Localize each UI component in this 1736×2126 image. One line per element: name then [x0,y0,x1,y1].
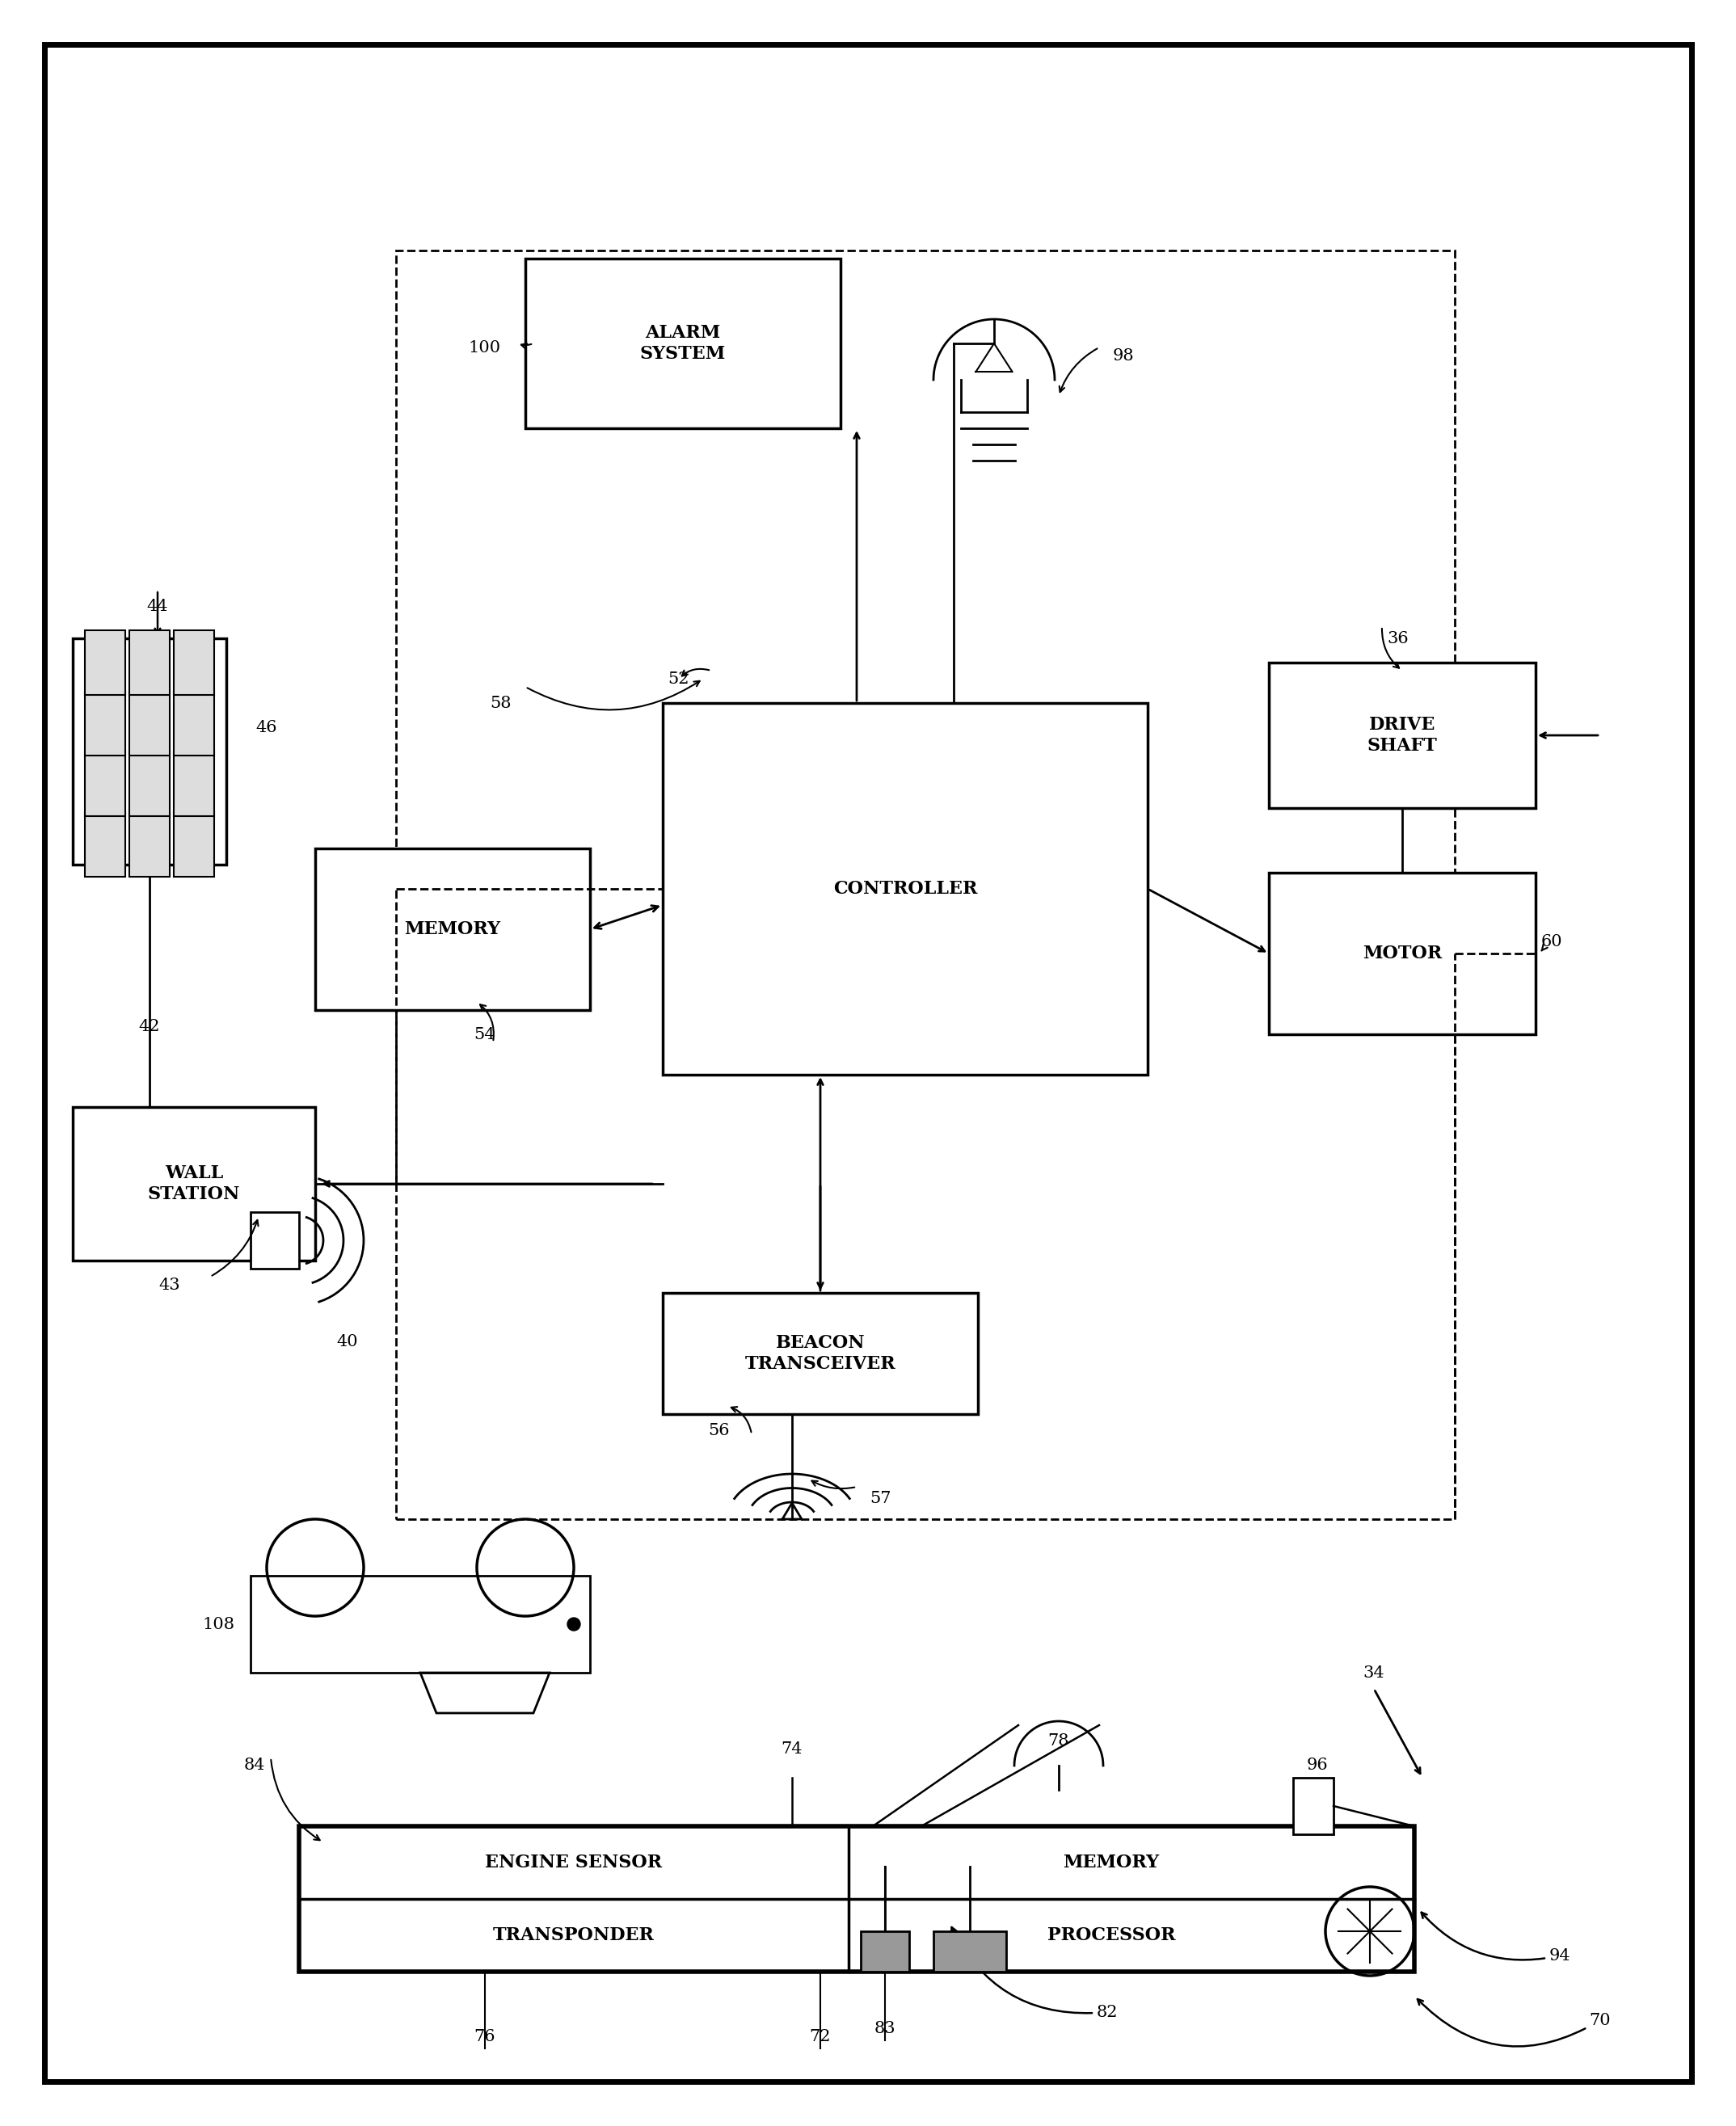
Text: WALL
STATION: WALL STATION [148,1165,240,1203]
Bar [128,629,170,695]
Bar [128,812,170,876]
Bar [1269,872,1536,1035]
Text: 83: 83 [875,2020,896,2037]
Text: 43: 43 [160,1278,181,1293]
Text: 96: 96 [1307,1758,1328,1773]
Text: MOTOR: MOTOR [1363,944,1443,963]
Bar [174,691,214,755]
Text: 72: 72 [809,2028,832,2043]
Text: 46: 46 [255,719,278,736]
Text: 54: 54 [474,1027,495,1042]
Text: ALARM
SYSTEM: ALARM SYSTEM [641,325,726,364]
Text: DRIVE
SHAFT: DRIVE SHAFT [1368,716,1437,755]
Text: 58: 58 [490,695,512,710]
Text: 98: 98 [1113,349,1134,364]
Text: MEMORY: MEMORY [404,921,500,938]
Bar [250,1575,590,1673]
Text: 94: 94 [1422,1913,1571,1962]
Bar [526,259,840,427]
Bar [174,629,214,695]
Text: 52: 52 [668,672,689,687]
Text: TRANSPONDER: TRANSPONDER [493,1926,654,1943]
Bar [1269,663,1536,808]
Bar [85,629,125,695]
Bar [174,750,214,816]
Text: 44: 44 [148,597,168,614]
Text: 70: 70 [1418,1998,1611,2047]
Bar [299,1826,1415,1971]
Circle shape [568,1618,580,1631]
Text: 60: 60 [1542,933,1562,948]
Text: 74: 74 [781,1741,802,1756]
Bar [316,848,590,1010]
Text: 36: 36 [1387,631,1410,646]
Text: 57: 57 [870,1490,892,1507]
Text: 84: 84 [243,1758,266,1773]
Text: PROCESSOR: PROCESSOR [1047,1926,1175,1943]
Text: 100: 100 [469,340,502,355]
Text: 78: 78 [1049,1733,1069,1750]
Text: 40: 40 [337,1333,358,1350]
Bar [250,1212,299,1269]
Bar [128,750,170,816]
Bar [396,251,1455,1520]
Bar [85,812,125,876]
Text: 108: 108 [201,1616,234,1633]
Text: 76: 76 [474,2028,495,2043]
Text: 42: 42 [139,1018,160,1033]
Bar [85,750,125,816]
Text: 34: 34 [1363,1665,1385,1680]
Bar [85,691,125,755]
Bar [861,1930,910,1971]
Bar [934,1930,1007,1971]
Bar [128,691,170,755]
Bar [1293,1777,1333,1835]
Bar [663,704,1147,1076]
Text: CONTROLLER: CONTROLLER [833,880,977,897]
Bar [663,1293,977,1414]
Bar [73,638,226,865]
Text: MEMORY: MEMORY [1062,1854,1160,1871]
Text: 82: 82 [951,1928,1118,2020]
Text: BEACON
TRANSCEIVER: BEACON TRANSCEIVER [745,1335,896,1373]
Text: 56: 56 [708,1422,731,1437]
Bar [174,812,214,876]
Text: ENGINE SENSOR: ENGINE SENSOR [486,1854,663,1871]
Bar [73,1108,316,1261]
